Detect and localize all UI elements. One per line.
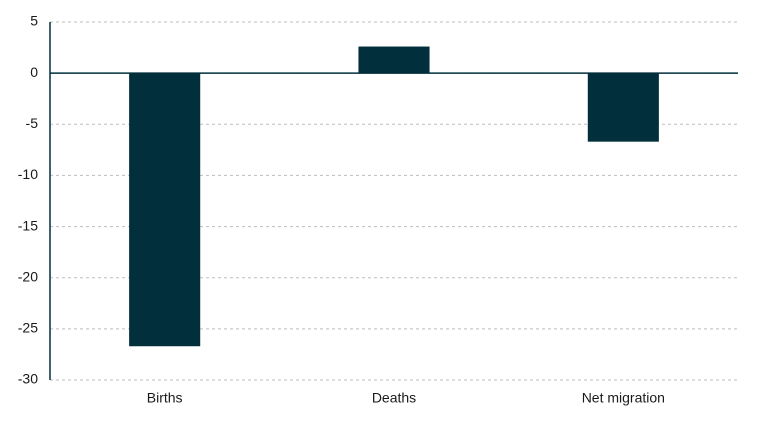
y-tick-label: -5 (26, 115, 39, 131)
y-tick-label: 5 (30, 13, 38, 29)
y-tick-label: -10 (18, 166, 38, 182)
y-tick-label: -25 (18, 320, 38, 336)
bar (358, 46, 430, 74)
x-tick-label: Deaths (372, 390, 416, 406)
bar (129, 73, 201, 347)
x-tick-label: Net migration (582, 390, 665, 406)
y-tick-label: 0 (30, 64, 38, 80)
bar (587, 73, 659, 142)
y-tick-label: -30 (18, 371, 38, 387)
x-tick-label: Births (147, 390, 183, 406)
y-tick-label: -15 (18, 217, 38, 233)
y-tick-label: -20 (18, 268, 38, 284)
